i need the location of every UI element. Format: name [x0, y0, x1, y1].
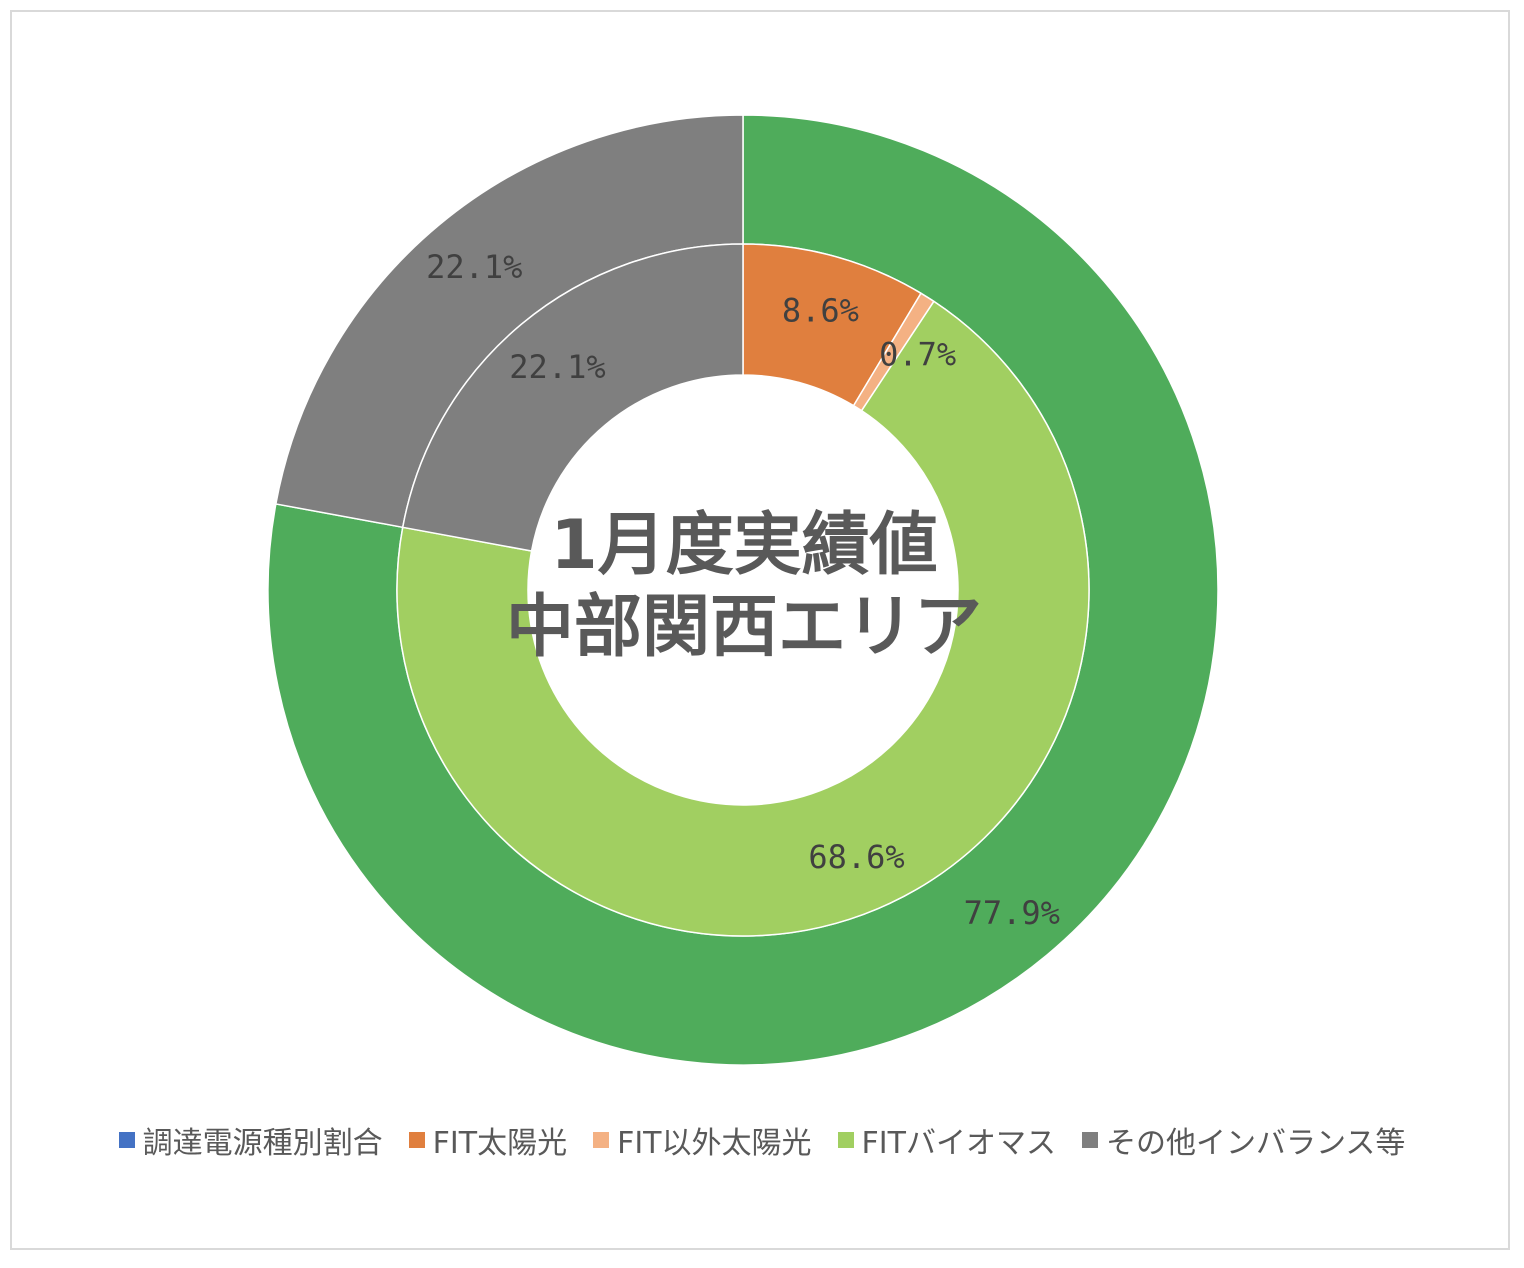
center-title-line-2: 中部関西エリア — [506, 588, 982, 667]
inner-ring-data-label: 0.7% — [879, 336, 956, 374]
legend-swatch — [593, 1132, 610, 1148]
legend-item: FITバイオマス — [837, 1118, 1056, 1162]
legend-item: 調達電源種別割合 — [118, 1118, 383, 1162]
outer-ring-data-label: 77.9% — [964, 894, 1060, 932]
chart-legend: 調達電源種別割合 FIT太陽光 FIT以外太陽光 FITバイオマス その他インバ… — [0, 1118, 1524, 1162]
legend-item: FIT以外太陽光 — [593, 1118, 812, 1162]
legend-swatch — [837, 1132, 854, 1148]
legend-swatch — [118, 1132, 135, 1148]
legend-label: 調達電源種別割合 — [142, 1126, 383, 1161]
inner-ring-slice — [396, 300, 1090, 937]
outer-ring-data-label: 22.1% — [426, 248, 522, 286]
legend-swatch — [408, 1132, 425, 1148]
legend-swatch — [1081, 1132, 1098, 1148]
data-labels: 77.9% 22.1% 8.6% 0.7% 68.6% 22.1% — [426, 248, 1060, 932]
legend-label: その他インバランス等 — [1105, 1126, 1406, 1161]
legend-item: その他インバランス等 — [1081, 1118, 1406, 1162]
center-title-line-1: 1月度実績値 — [550, 506, 937, 585]
legend-label: FITバイオマス — [861, 1126, 1056, 1161]
inner-ring — [396, 243, 1090, 937]
inner-ring-slice — [401, 243, 744, 552]
inner-ring-data-label: 22.1% — [509, 348, 605, 386]
inner-ring-data-label: 8.6% — [782, 292, 859, 330]
inner-ring-data-label: 68.6% — [808, 838, 904, 876]
legend-label: FIT太陽光 — [432, 1126, 568, 1161]
legend-label: FIT以外太陽光 — [617, 1126, 812, 1161]
legend-item: FIT太陽光 — [408, 1118, 568, 1162]
